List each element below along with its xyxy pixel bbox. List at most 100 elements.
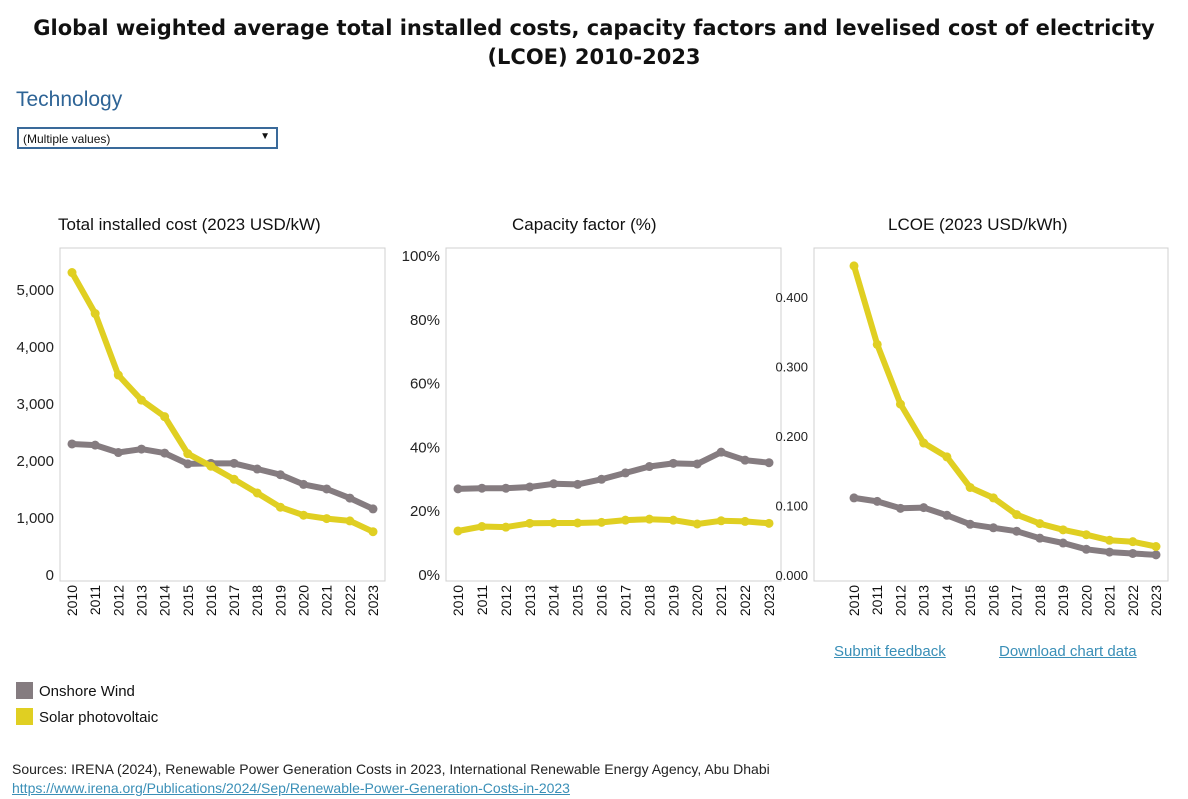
capacity-factor-x-tick-label: 2012 — [498, 585, 514, 616]
sources-text: Sources: IRENA (2024), Renewable Power G… — [12, 761, 770, 777]
installed-cost-x-tick-label: 2018 — [249, 585, 265, 616]
installed-cost-x-tick-label: 2014 — [157, 585, 173, 616]
capacity-factor-x-tick-label: 2014 — [546, 585, 562, 616]
download-chart-data-link[interactable]: Download chart data — [999, 643, 1137, 660]
installed-cost-onshore-wind-point — [252, 464, 262, 474]
lcoe-onshore-wind-point — [988, 523, 998, 533]
submit-feedback-link[interactable]: Submit feedback — [834, 643, 946, 660]
lcoe-x-tick-label: 2020 — [1078, 585, 1094, 616]
lcoe-onshore-wind-point — [1105, 547, 1115, 557]
lcoe-solar-pv-point — [942, 452, 952, 462]
installed-cost-solar-pv-point — [90, 309, 100, 319]
installed-cost-onshore-wind-point — [160, 448, 170, 458]
lcoe-onshore-wind-point — [942, 510, 952, 520]
lcoe-onshore-wind-point — [1012, 526, 1022, 536]
capacity-factor-onshore-wind-point — [501, 483, 511, 493]
capacity-factor-solar-pv-point — [477, 522, 487, 532]
lcoe-x-tick-label: 2022 — [1125, 585, 1141, 616]
dropdown-value: (Multiple values) — [23, 132, 111, 146]
capacity-factor-solar-pv-point — [668, 515, 678, 525]
installed-cost-x-tick-label: 2019 — [272, 585, 288, 616]
legend-label: Solar photovoltaic — [39, 709, 159, 726]
legend-item-solar-pv[interactable]: Solar photovoltaic — [16, 708, 158, 726]
installed-cost-solar-pv-point — [322, 514, 332, 524]
page-title: Global weighted average total installed … — [33, 16, 1155, 69]
installed-cost-onshore-wind-point — [322, 484, 332, 494]
installed-cost-x-tick-label: 2011 — [87, 585, 103, 615]
installed-cost-x-tick-label: 2012 — [110, 585, 126, 616]
installed-cost-solar-pv-point — [183, 449, 193, 459]
capacity-factor-onshore-wind-point — [477, 483, 487, 493]
lcoe-x-tick-label: 2014 — [939, 585, 955, 616]
lcoe-x-tick-label: 2010 — [846, 585, 862, 616]
installed-cost-plot-frame — [59, 247, 386, 582]
lcoe-solar-pv-point — [1151, 542, 1161, 552]
installed-cost-onshore-wind-point — [275, 470, 285, 480]
capacity-factor-solar-pv-point — [692, 519, 702, 529]
capacity-factor-solar-pv-point — [573, 518, 583, 528]
capacity-factor-onshore-wind-point — [716, 447, 726, 457]
installed-cost-x-tick-label: 2023 — [365, 585, 381, 616]
installed-cost-onshore-wind-point — [67, 439, 77, 449]
capacity-factor-x-tick-label: 2016 — [594, 585, 610, 616]
installed-cost-solar-pv-point — [113, 370, 123, 380]
capacity-factor-x-tick-label: 2013 — [522, 585, 538, 616]
capacity-factor-y-tick-label: 20% — [410, 503, 440, 520]
technology-dropdown[interactable]: (Multiple values) ▼ — [17, 127, 278, 149]
capacity-factor-solar-pv-point — [644, 514, 654, 524]
lcoe-onshore-wind-point — [1128, 548, 1138, 558]
lcoe-y-tick-label: 0.000 — [775, 568, 808, 583]
installed-cost-x-tick-label: 2017 — [226, 585, 242, 616]
chart-title-capacity-factor: Capacity factor (%) — [512, 215, 657, 234]
legend-label: Onshore Wind — [39, 683, 135, 700]
installed-cost-x-tick-label: 2021 — [319, 585, 335, 616]
lcoe-onshore-wind-point — [849, 493, 859, 503]
installed-cost-solar-pv-point — [275, 502, 285, 512]
capacity-factor-x-tick-label: 2021 — [713, 585, 729, 616]
lcoe-onshore-wind-point — [895, 503, 905, 513]
technology-filter-label: Technology — [16, 88, 123, 111]
legend-item-onshore-wind[interactable]: Onshore Wind — [16, 682, 135, 700]
installed-cost-solar-pv-point — [345, 516, 355, 526]
legend-swatch — [16, 708, 33, 725]
lcoe-solar-pv-point — [895, 399, 905, 409]
capacity-factor-onshore-wind-point — [573, 479, 583, 489]
capacity-factor-solar-pv-point — [501, 522, 511, 532]
capacity-factor-onshore-wind-point — [644, 462, 654, 472]
capacity-factor-x-tick-label: 2022 — [737, 585, 753, 616]
capacity-factor-onshore-wind-point — [692, 459, 702, 469]
capacity-factor-solar-pv-point — [740, 516, 750, 526]
legend-swatch — [16, 682, 33, 699]
lcoe-x-tick-label: 2012 — [892, 585, 908, 616]
installed-cost-onshore-wind-point — [368, 504, 378, 514]
installed-cost-y-tick-label: 4,000 — [16, 339, 54, 356]
chart-title-installed-cost: Total installed cost (2023 USD/kW) — [58, 215, 321, 234]
lcoe-onshore-wind-point — [965, 519, 975, 529]
lcoe-solar-pv-point — [1128, 537, 1138, 547]
lcoe-solar-pv-point — [1012, 510, 1022, 520]
capacity-factor-solar-pv-point — [549, 518, 559, 528]
lcoe-x-tick-label: 2021 — [1102, 585, 1118, 616]
lcoe-onshore-wind-point — [1151, 550, 1161, 560]
installed-cost-x-tick-label: 2016 — [203, 585, 219, 616]
installed-cost-onshore-wind-point — [229, 458, 239, 468]
lcoe-y-tick-label: 0.200 — [775, 429, 808, 444]
sources-link[interactable]: https://www.irena.org/Publications/2024/… — [12, 780, 570, 796]
lcoe-y-tick-label: 0.300 — [775, 360, 808, 375]
installed-cost-solar-pv-point — [67, 268, 77, 278]
lcoe-x-tick-label: 2019 — [1055, 585, 1071, 616]
installed-cost-y-tick-label: 3,000 — [16, 396, 54, 413]
lcoe-x-tick-label: 2015 — [962, 585, 978, 616]
lcoe-solar-pv-point — [1058, 525, 1068, 535]
installed-cost-y-tick-label: 2,000 — [16, 453, 54, 470]
capacity-factor-y-tick-label: 60% — [410, 376, 440, 393]
installed-cost-solar-pv-point — [252, 488, 262, 498]
capacity-factor-solar-pv-point — [597, 517, 607, 527]
installed-cost-onshore-wind-point — [299, 479, 309, 489]
installed-cost-y-tick-label: 1,000 — [16, 510, 54, 527]
capacity-factor-onshore-wind-point — [620, 468, 630, 478]
installed-cost-solar-pv-point — [368, 527, 378, 537]
lcoe-x-tick-label: 2023 — [1148, 585, 1164, 616]
lcoe-onshore-wind-point — [1035, 533, 1045, 543]
lcoe-solar-pv-point — [1035, 519, 1045, 529]
